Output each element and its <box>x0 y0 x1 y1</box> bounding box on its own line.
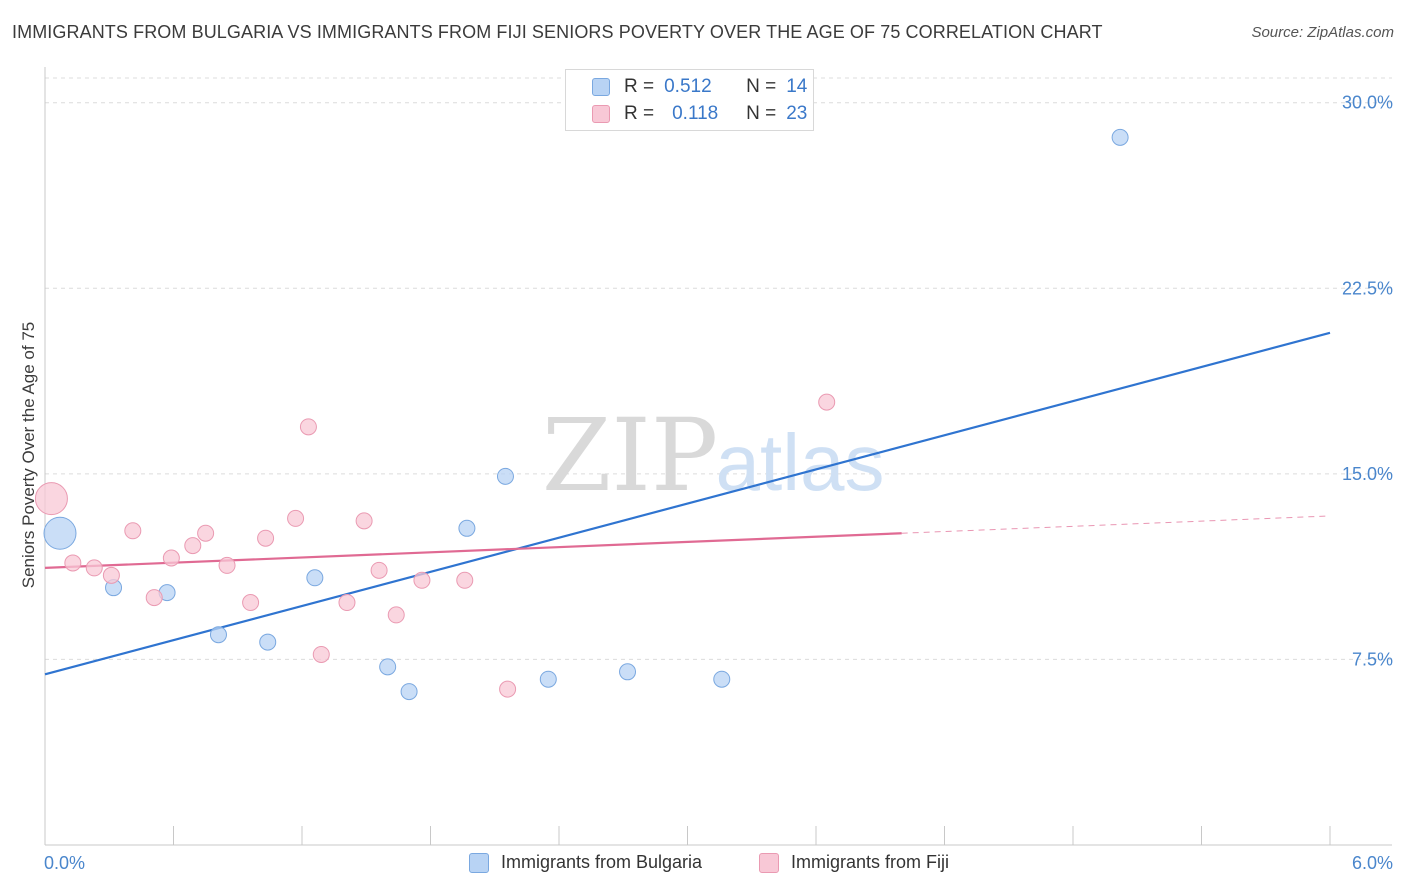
axes <box>44 67 1392 846</box>
data-points <box>34 128 1129 701</box>
legend-swatch-bulgaria <box>592 78 610 96</box>
point-fiji <box>197 524 215 542</box>
y-tick-label: 7.5% <box>1352 649 1393 669</box>
legend-label-fiji: Immigrants from Fiji <box>791 852 950 872</box>
point-fiji <box>85 559 103 577</box>
trend-extension-fiji <box>901 515 1331 534</box>
point-fiji <box>162 549 180 567</box>
point-bulgaria <box>306 569 324 587</box>
point-fiji <box>299 418 317 436</box>
point-fiji <box>242 594 260 612</box>
point-bulgaria <box>43 516 77 550</box>
watermark-zip: ZIP <box>542 397 718 514</box>
legend-swatch-bulgaria <box>469 852 489 873</box>
trend-lines <box>44 331 1331 676</box>
correlation-legend: R = 0.512 N = 14 R = 0.118 N = 23 <box>565 69 814 131</box>
y-tick-label: 22.5% <box>1342 278 1393 298</box>
point-fiji <box>387 606 405 624</box>
watermark-atlas: atlas <box>716 418 885 507</box>
y-tick-label: 15.0% <box>1342 464 1393 484</box>
x-tick-min: 0.0% <box>44 853 85 873</box>
point-fiji <box>218 556 236 574</box>
point-fiji <box>257 529 275 547</box>
point-fiji <box>102 566 120 584</box>
trend-line-bulgaria <box>44 331 1331 676</box>
legend-n-label: N = <box>746 76 777 97</box>
point-fiji <box>818 393 836 411</box>
grid-lines <box>45 77 1392 660</box>
legend-r-label: R = <box>624 103 655 124</box>
point-bulgaria <box>400 683 418 701</box>
watermark: ZIP atlas <box>542 397 885 514</box>
point-fiji <box>64 554 82 572</box>
y-tick-labels: 7.5% 15.0% 22.5% 30.0% <box>1342 93 1393 670</box>
chart-title: IMMIGRANTS FROM BULGARIA VS IMMIGRANTS F… <box>12 22 1103 42</box>
point-fiji <box>124 522 142 540</box>
point-fiji <box>499 680 517 698</box>
point-fiji <box>413 571 431 589</box>
legend-item-bulgaria: Immigrants from Bulgaria <box>469 852 702 873</box>
point-fiji <box>145 589 163 607</box>
x-tick-max: 6.0% <box>1352 853 1393 873</box>
point-fiji <box>184 537 202 555</box>
legend-row-fiji: R = 0.118 N = 23 <box>592 102 807 126</box>
legend-r-value: 0.512 <box>664 76 712 97</box>
legend-item-fiji: Immigrants from Fiji <box>759 852 949 873</box>
point-bulgaria <box>619 663 637 681</box>
point-bulgaria <box>539 670 557 688</box>
legend-swatch-fiji <box>592 105 610 123</box>
legend-r-value: 0.118 <box>672 103 719 124</box>
point-fiji <box>355 512 373 530</box>
legend-r-label: R = <box>624 76 655 97</box>
legend-n-value: 14 <box>786 76 808 97</box>
y-axis-label: Seniors Poverty Over the Age of 75 <box>19 322 38 588</box>
point-bulgaria <box>458 519 476 537</box>
point-fiji <box>370 561 388 579</box>
point-fiji <box>287 509 305 527</box>
point-bulgaria <box>379 658 397 676</box>
point-bulgaria <box>259 633 277 651</box>
legend-label-bulgaria: Immigrants from Bulgaria <box>501 852 703 872</box>
point-bulgaria <box>496 467 514 485</box>
legend-row-bulgaria: R = 0.512 N = 14 <box>592 75 807 99</box>
point-fiji <box>338 594 356 612</box>
y-tick-label: 30.0% <box>1342 93 1393 113</box>
trend-line-fiji <box>44 532 902 569</box>
point-fiji <box>34 482 68 516</box>
point-bulgaria <box>1111 128 1129 146</box>
point-fiji <box>312 645 330 663</box>
legend-swatch-fiji <box>759 852 779 873</box>
legend-n-value: 23 <box>786 103 808 124</box>
legend-n-label: N = <box>746 103 777 124</box>
point-bulgaria <box>209 626 227 644</box>
point-bulgaria <box>713 670 731 688</box>
source-label: Source: ZipAtlas.com <box>1251 24 1394 41</box>
point-fiji <box>456 571 474 589</box>
